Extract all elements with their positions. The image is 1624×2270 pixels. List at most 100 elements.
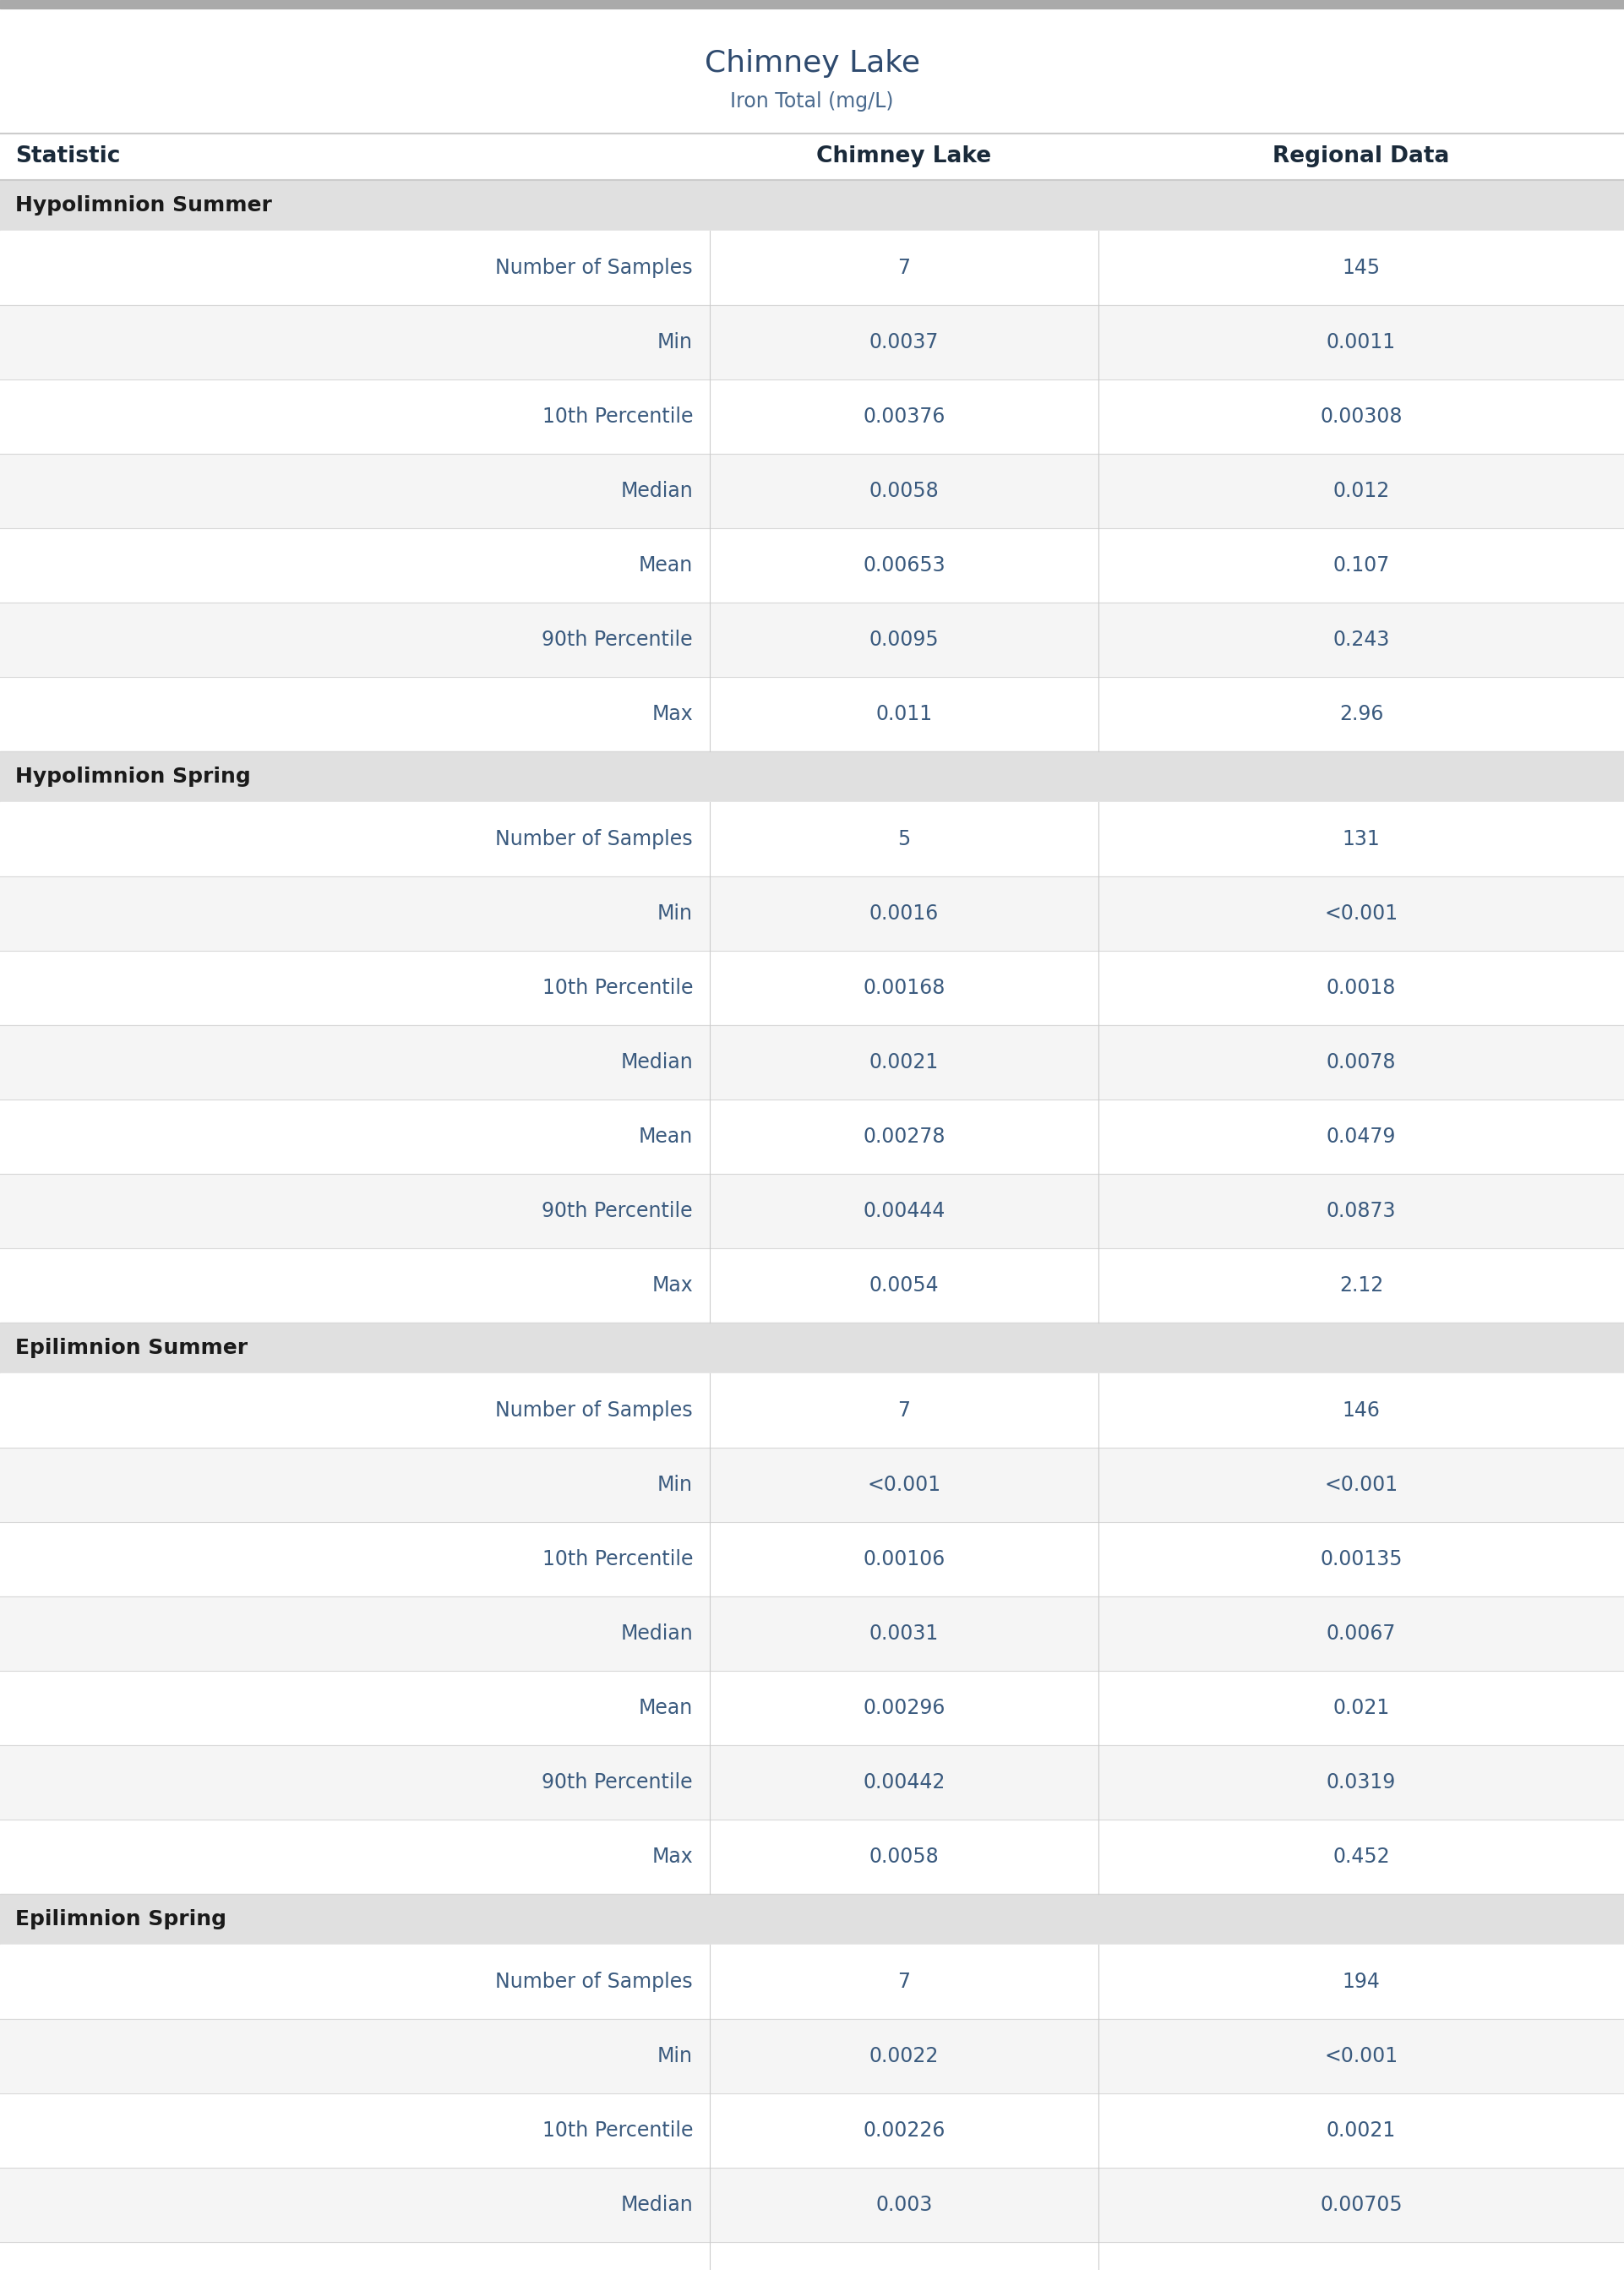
- Text: Min: Min: [658, 903, 693, 924]
- Text: 7: 7: [898, 1973, 911, 1993]
- Bar: [0, 1174, 1624, 1249]
- Text: Mean: Mean: [638, 556, 693, 577]
- Text: Number of Samples: Number of Samples: [495, 259, 693, 277]
- Text: 0.021: 0.021: [1333, 1698, 1390, 1718]
- Text: 2.96: 2.96: [1340, 704, 1384, 724]
- Text: 0.243: 0.243: [1333, 629, 1390, 649]
- Bar: [0, 876, 1624, 951]
- Text: 0.00308: 0.00308: [1320, 406, 1403, 427]
- Text: 0.0054: 0.0054: [869, 1276, 939, 1296]
- Text: 10th Percentile: 10th Percentile: [542, 978, 693, 999]
- Text: Median: Median: [620, 481, 693, 502]
- Text: Number of Samples: Number of Samples: [495, 1973, 693, 1993]
- Text: 10th Percentile: 10th Percentile: [542, 2120, 693, 2141]
- Bar: [0, 1945, 1624, 2018]
- Text: 0.00226: 0.00226: [862, 2120, 945, 2141]
- Bar: [0, 1323, 1624, 1373]
- Text: Min: Min: [658, 2045, 693, 2066]
- Text: <0.001: <0.001: [1325, 1476, 1398, 1496]
- Text: 0.452: 0.452: [1333, 1846, 1390, 1866]
- Text: 7: 7: [898, 259, 911, 277]
- Text: 145: 145: [1341, 259, 1380, 277]
- Text: Min: Min: [658, 331, 693, 352]
- Text: Max: Max: [651, 1846, 693, 1866]
- Bar: [0, 1099, 1624, 1174]
- Bar: [0, 951, 1624, 1026]
- Text: Regional Data: Regional Data: [1273, 145, 1450, 168]
- Text: 0.0021: 0.0021: [869, 1053, 939, 1071]
- Text: 0.00135: 0.00135: [1320, 1548, 1403, 1569]
- Text: Chimney Lake: Chimney Lake: [705, 50, 919, 77]
- Text: 0.00296: 0.00296: [862, 1698, 945, 1718]
- Text: Min: Min: [658, 1476, 693, 1496]
- Text: Epilimnion Summer: Epilimnion Summer: [15, 1337, 248, 1357]
- Text: 0.011: 0.011: [875, 704, 932, 724]
- Bar: [0, 676, 1624, 751]
- Bar: [0, 232, 1624, 304]
- Text: Median: Median: [620, 1623, 693, 1643]
- Text: 90th Percentile: 90th Percentile: [542, 1201, 693, 1221]
- Text: 7: 7: [898, 1401, 911, 1421]
- Bar: [0, 751, 1624, 801]
- Text: Max: Max: [651, 1276, 693, 1296]
- Bar: [0, 1596, 1624, 1671]
- Text: <0.001: <0.001: [1325, 903, 1398, 924]
- Text: 0.003: 0.003: [875, 2195, 932, 2216]
- Text: 0.0067: 0.0067: [1327, 1623, 1397, 1643]
- Text: Mean: Mean: [638, 1698, 693, 1718]
- Bar: [0, 1026, 1624, 1099]
- Text: Number of Samples: Number of Samples: [495, 1401, 693, 1421]
- Bar: [0, 2168, 1624, 2243]
- Text: 0.107: 0.107: [1333, 556, 1390, 577]
- Text: 10th Percentile: 10th Percentile: [542, 1548, 693, 1569]
- Bar: [0, 529, 1624, 602]
- Text: 0.0319: 0.0319: [1327, 1773, 1397, 1793]
- Text: 0.0873: 0.0873: [1327, 1201, 1397, 1221]
- Text: Chimney Lake: Chimney Lake: [817, 145, 992, 168]
- Text: 0.00444: 0.00444: [862, 1201, 945, 1221]
- Bar: [0, 2243, 1624, 2270]
- Bar: [0, 602, 1624, 676]
- Bar: [0, 0, 1624, 9]
- Text: 0.0022: 0.0022: [869, 2045, 939, 2066]
- Text: 10th Percentile: 10th Percentile: [542, 406, 693, 427]
- Text: 194: 194: [1343, 1973, 1380, 1993]
- Text: 0.00442: 0.00442: [862, 1773, 945, 1793]
- Text: 131: 131: [1343, 829, 1380, 849]
- Text: Iron Total (mg/L): Iron Total (mg/L): [731, 91, 893, 111]
- Text: 0.0031: 0.0031: [869, 1623, 939, 1643]
- Bar: [0, 2093, 1624, 2168]
- Text: 0.0021: 0.0021: [1327, 2120, 1397, 2141]
- Text: Hypolimnion Spring: Hypolimnion Spring: [15, 767, 250, 788]
- Bar: [0, 1821, 1624, 1893]
- Bar: [0, 454, 1624, 529]
- Text: Max: Max: [651, 704, 693, 724]
- Text: 0.0479: 0.0479: [1327, 1126, 1397, 1146]
- Bar: [0, 1746, 1624, 1821]
- Text: 146: 146: [1343, 1401, 1380, 1421]
- Text: 5: 5: [898, 829, 911, 849]
- Bar: [0, 1448, 1624, 1523]
- Text: Median: Median: [620, 1053, 693, 1071]
- Bar: [0, 1523, 1624, 1596]
- Text: 0.00106: 0.00106: [862, 1548, 945, 1569]
- Text: 0.0018: 0.0018: [1327, 978, 1397, 999]
- Text: Epilimnion Spring: Epilimnion Spring: [15, 1909, 226, 1930]
- Text: 0.0058: 0.0058: [869, 1846, 939, 1866]
- Bar: [0, 1373, 1624, 1448]
- Text: 0.0058: 0.0058: [869, 481, 939, 502]
- Text: <0.001: <0.001: [867, 1476, 940, 1496]
- Bar: [0, 379, 1624, 454]
- Text: 0.00653: 0.00653: [862, 556, 945, 577]
- Text: 0.00278: 0.00278: [862, 1126, 945, 1146]
- Text: 90th Percentile: 90th Percentile: [542, 629, 693, 649]
- Text: Median: Median: [620, 2195, 693, 2216]
- Text: 0.0095: 0.0095: [869, 629, 939, 649]
- Text: 0.0011: 0.0011: [1327, 331, 1397, 352]
- Text: 0.0016: 0.0016: [869, 903, 939, 924]
- Text: 0.00376: 0.00376: [862, 406, 945, 427]
- Text: 0.00168: 0.00168: [862, 978, 945, 999]
- Text: 2.12: 2.12: [1340, 1276, 1384, 1296]
- Text: 0.00705: 0.00705: [1320, 2195, 1403, 2216]
- Bar: [0, 1249, 1624, 1323]
